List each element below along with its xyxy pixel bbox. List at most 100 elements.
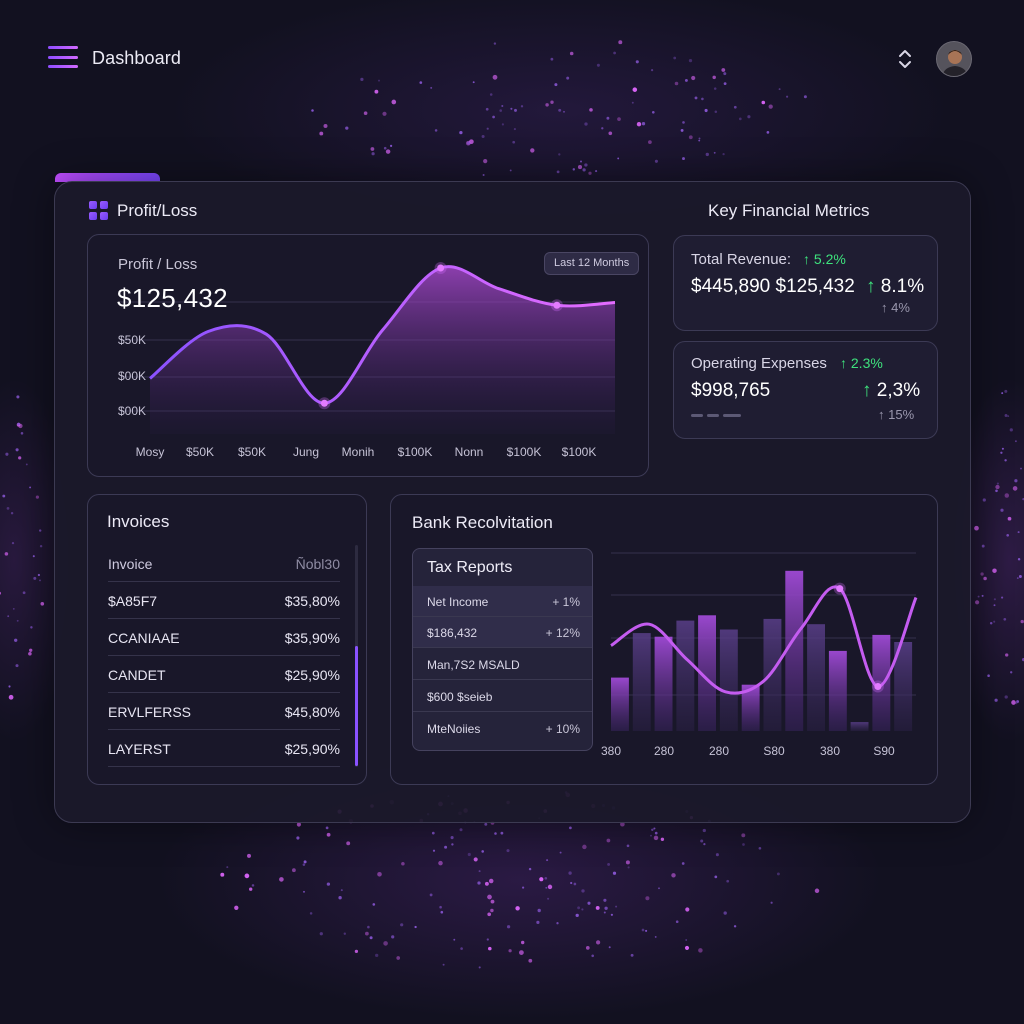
- arrow-up-icon: ↑: [840, 355, 851, 371]
- placeholder-dash: [691, 414, 703, 417]
- tax-row-label: Man,7S2 MSALD: [427, 658, 520, 672]
- invoice-name: LAYERST: [108, 741, 171, 757]
- x-tick-label: Monih: [342, 445, 375, 459]
- arrow-up-icon: ↑: [803, 251, 814, 267]
- bar: [676, 620, 695, 731]
- x-tick-label: 380: [601, 744, 621, 758]
- total-revenue-change: ↑ 8.1%: [866, 276, 925, 297]
- total-revenue-card[interactable]: [673, 235, 938, 331]
- invoice-amount: $35,80%: [284, 593, 340, 609]
- table-row[interactable]: CANDET $25,90%: [108, 656, 340, 693]
- data-point: [553, 301, 561, 309]
- metrics-section-title: Key Financial Metrics: [708, 201, 870, 220]
- column-header-invoice: Invoice: [108, 556, 153, 572]
- invoice-name: CANDET: [108, 667, 166, 683]
- bar: [763, 618, 782, 731]
- bar: [807, 624, 825, 731]
- bar: [850, 722, 869, 731]
- list-item[interactable]: $600 $seieb: [413, 681, 592, 712]
- operating-expenses-card[interactable]: [673, 341, 938, 439]
- arrow-up-icon: ↑: [878, 407, 889, 422]
- tax-row-label: Net Income: [427, 595, 489, 609]
- x-tick-label: $100K: [562, 445, 597, 459]
- top-bar: Dashboard: [0, 0, 1024, 110]
- invoice-name: ERVLFERSS: [108, 704, 191, 720]
- list-item[interactable]: MteNoiies + 10%: [413, 713, 592, 744]
- operating-expenses-value: $998,765: [691, 380, 771, 401]
- bar: [654, 636, 673, 731]
- data-point: [836, 585, 844, 593]
- bank-reconciliation-title: Bank Recolvitation: [412, 513, 553, 532]
- x-tick-label: Jung: [293, 445, 319, 459]
- bar: [611, 677, 629, 731]
- x-tick-label: S80: [763, 744, 785, 758]
- total-revenue-value: $445,890 $125,432: [691, 276, 855, 297]
- tax-row-value: + 10%: [545, 722, 580, 736]
- list-item[interactable]: $186,432 + 12%: [413, 617, 592, 648]
- placeholder-dash: [707, 414, 719, 417]
- data-point: [437, 264, 445, 272]
- tax-row-label: $600 $seieb: [427, 690, 493, 704]
- x-tick-label: Nonn: [455, 445, 484, 459]
- operating-expenses-label: Operating Expenses: [691, 355, 827, 372]
- date-range-button[interactable]: Last 12 Months: [544, 252, 640, 275]
- profit-loss-line: [149, 265, 616, 405]
- tax-row-value: + 12%: [545, 626, 580, 640]
- arrow-up-icon: ↑: [866, 276, 881, 297]
- chevron-up-down-icon[interactable]: [895, 48, 915, 70]
- total-revenue-sub-change: ↑ 4%: [881, 300, 910, 315]
- y-tick-label: $00K: [118, 404, 146, 418]
- list-item[interactable]: Man,7S2 MSALD: [413, 649, 592, 680]
- invoices-card: [87, 494, 367, 785]
- operating-expenses-change: ↑ 2,3%: [862, 380, 921, 401]
- bar: [785, 570, 804, 731]
- profit-loss-section-title: Profit/Loss: [117, 201, 198, 220]
- invoice-amount: $35,90%: [284, 630, 340, 646]
- x-tick-label: 380: [820, 744, 840, 758]
- total-revenue-label-change: ↑ 5.2%: [803, 251, 846, 267]
- invoice-name: CCANIAAE: [108, 630, 180, 646]
- invoices-scrollbar-thumb[interactable]: [355, 646, 358, 766]
- table-row[interactable]: CCANIAAE $35,90%: [108, 619, 340, 656]
- profit-loss-value: $125,432: [117, 283, 228, 313]
- x-tick-label: $50K: [186, 445, 214, 459]
- list-item[interactable]: Net Income + 1%: [413, 586, 592, 617]
- x-tick-label: 280: [709, 744, 729, 758]
- invoices-table-header: Invoice Ñobl30: [108, 545, 340, 582]
- bar: [719, 629, 738, 731]
- table-row[interactable]: $A85F7 $35,80%: [108, 582, 340, 619]
- panel-tab-accent: [55, 173, 160, 182]
- placeholder-dash: [723, 414, 741, 417]
- profit-loss-chart: $50K $00K $00K Mosy $50K $50K Jung Monih $100K No…: [118, 262, 616, 459]
- bar: [632, 633, 651, 731]
- x-tick-label: Mosy: [136, 445, 165, 459]
- page-title: Dashboard: [92, 48, 181, 68]
- x-tick-label: $100K: [507, 445, 542, 459]
- user-avatar[interactable]: [936, 41, 972, 77]
- invoice-name: $A85F7: [108, 593, 158, 609]
- bar: [828, 650, 847, 731]
- arrow-up-icon: ↑: [881, 300, 892, 315]
- bar: [894, 642, 913, 731]
- invoices-title: Invoices: [107, 512, 170, 531]
- invoice-amount: $45,80%: [284, 704, 340, 720]
- column-header-amount: Ñobl30: [295, 556, 340, 572]
- y-tick-label: $50K: [118, 333, 146, 347]
- invoice-amount: $25,90%: [284, 741, 340, 757]
- x-tick-label: $100K: [398, 445, 433, 459]
- profit-loss-label: Profit / Loss: [118, 256, 198, 273]
- profit-loss-area: [150, 266, 615, 434]
- bank-reconciliation-chart: 380 280 280 S80 380 S90: [601, 552, 918, 758]
- grid-icon: [89, 201, 108, 220]
- arrow-up-icon: ↑: [862, 380, 877, 401]
- bar: [872, 634, 891, 731]
- hamburger-menu-icon[interactable]: [48, 46, 78, 68]
- operating-expenses-sub-change: ↑ 15%: [878, 407, 915, 422]
- total-revenue-label: Total Revenue:: [691, 251, 792, 268]
- x-tick-label: S90: [873, 744, 895, 758]
- bar: [698, 615, 716, 731]
- tax-row-label: MteNoiies: [427, 722, 481, 736]
- data-point: [874, 683, 882, 690]
- table-row[interactable]: ERVLFERSS $45,80%: [108, 693, 340, 730]
- table-row[interactable]: LAYERST $25,90%: [108, 730, 340, 767]
